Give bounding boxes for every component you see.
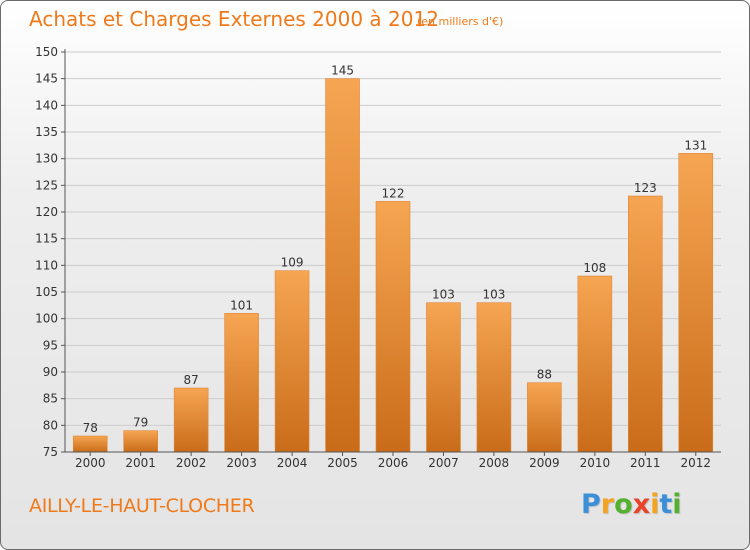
y-tick-label: 90: [43, 365, 58, 379]
chart-unit-note: (en milliers d'€): [417, 15, 504, 28]
bar-2001: [123, 430, 158, 453]
y-tick-label: 140: [35, 98, 58, 112]
bar-2012: [678, 153, 714, 453]
y-tick-label: 115: [35, 232, 58, 246]
proxiti-logo: Proxiti: [581, 489, 682, 520]
y-tick-label: 95: [43, 338, 58, 352]
x-tick-label: 2011: [630, 456, 661, 470]
x-tick-label: 2001: [125, 456, 156, 470]
logo-letter: i: [672, 489, 682, 520]
bar-2006: [375, 201, 411, 453]
bar-value-label: 103: [482, 288, 505, 302]
bar-value-label: 122: [382, 186, 405, 200]
place-name: AILLY-LE-HAUT-CLOCHER: [29, 495, 255, 517]
bar-value-label: 109: [281, 256, 304, 270]
bar-2004: [274, 270, 310, 453]
bars: [72, 78, 714, 453]
bar-value-label: 108: [583, 261, 606, 275]
bar-value-label: 123: [634, 181, 657, 195]
x-tick-label: 2010: [580, 456, 611, 470]
bar-value-label: 88: [537, 368, 552, 382]
y-tick-label: 75: [43, 445, 58, 459]
bar-value-label: 145: [331, 64, 354, 78]
y-tick-label: 100: [35, 312, 58, 326]
x-tick-label: 2007: [428, 456, 459, 470]
y-tick-label: 80: [43, 418, 58, 432]
logo-letter: i: [650, 489, 660, 520]
x-tick-label: 2008: [479, 456, 510, 470]
logo-letter: r: [600, 489, 615, 520]
y-tick-label: 125: [35, 178, 58, 192]
y-tick-label: 150: [35, 45, 58, 59]
y-tick-label: 85: [43, 392, 58, 406]
chart-title: Achats et Charges Externes 2000 à 2012: [29, 7, 439, 31]
bar-value-label: 103: [432, 288, 455, 302]
x-tick-label: 2003: [226, 456, 257, 470]
logo-letter: x: [632, 489, 651, 520]
y-tick-label: 120: [35, 205, 58, 219]
logo-letter: o: [614, 489, 633, 520]
y-tick-label: 135: [35, 125, 58, 139]
bar-2007: [426, 302, 461, 453]
y-tick-label: 130: [35, 152, 58, 166]
logo-letter: P: [581, 489, 601, 520]
bar-2009: [527, 382, 562, 453]
bar-2010: [577, 275, 613, 453]
y-tick-label: 145: [35, 72, 58, 86]
x-tick-label: 2012: [680, 456, 711, 470]
bar-value-label: 131: [684, 138, 707, 152]
x-tick-label: 2000: [75, 456, 106, 470]
logo-letter: t: [659, 489, 673, 520]
bar-value-label: 79: [133, 416, 148, 430]
y-tick-label: 105: [35, 285, 58, 299]
axes: [61, 49, 721, 456]
x-tick-label: 2006: [378, 456, 409, 470]
x-tick-label: 2005: [327, 456, 358, 470]
bar-2003: [224, 313, 259, 453]
bar-2011: [628, 195, 663, 453]
bar-value-label: 87: [184, 373, 199, 387]
labels: 75 80 85 90 95 100 105 110 115 120 125 130 135 140 145…: [35, 45, 711, 470]
bar-2000: [72, 435, 108, 453]
bar-value-label: 78: [83, 421, 98, 435]
bar-2002: [173, 387, 209, 453]
y-tick-label: 110: [35, 258, 58, 272]
x-tick-label: 2009: [529, 456, 560, 470]
bar-value-label: 101: [230, 298, 253, 312]
x-tick-label: 2002: [176, 456, 207, 470]
x-tick-label: 2004: [277, 456, 308, 470]
bar-2005: [325, 78, 360, 453]
bar-2008: [476, 302, 512, 453]
